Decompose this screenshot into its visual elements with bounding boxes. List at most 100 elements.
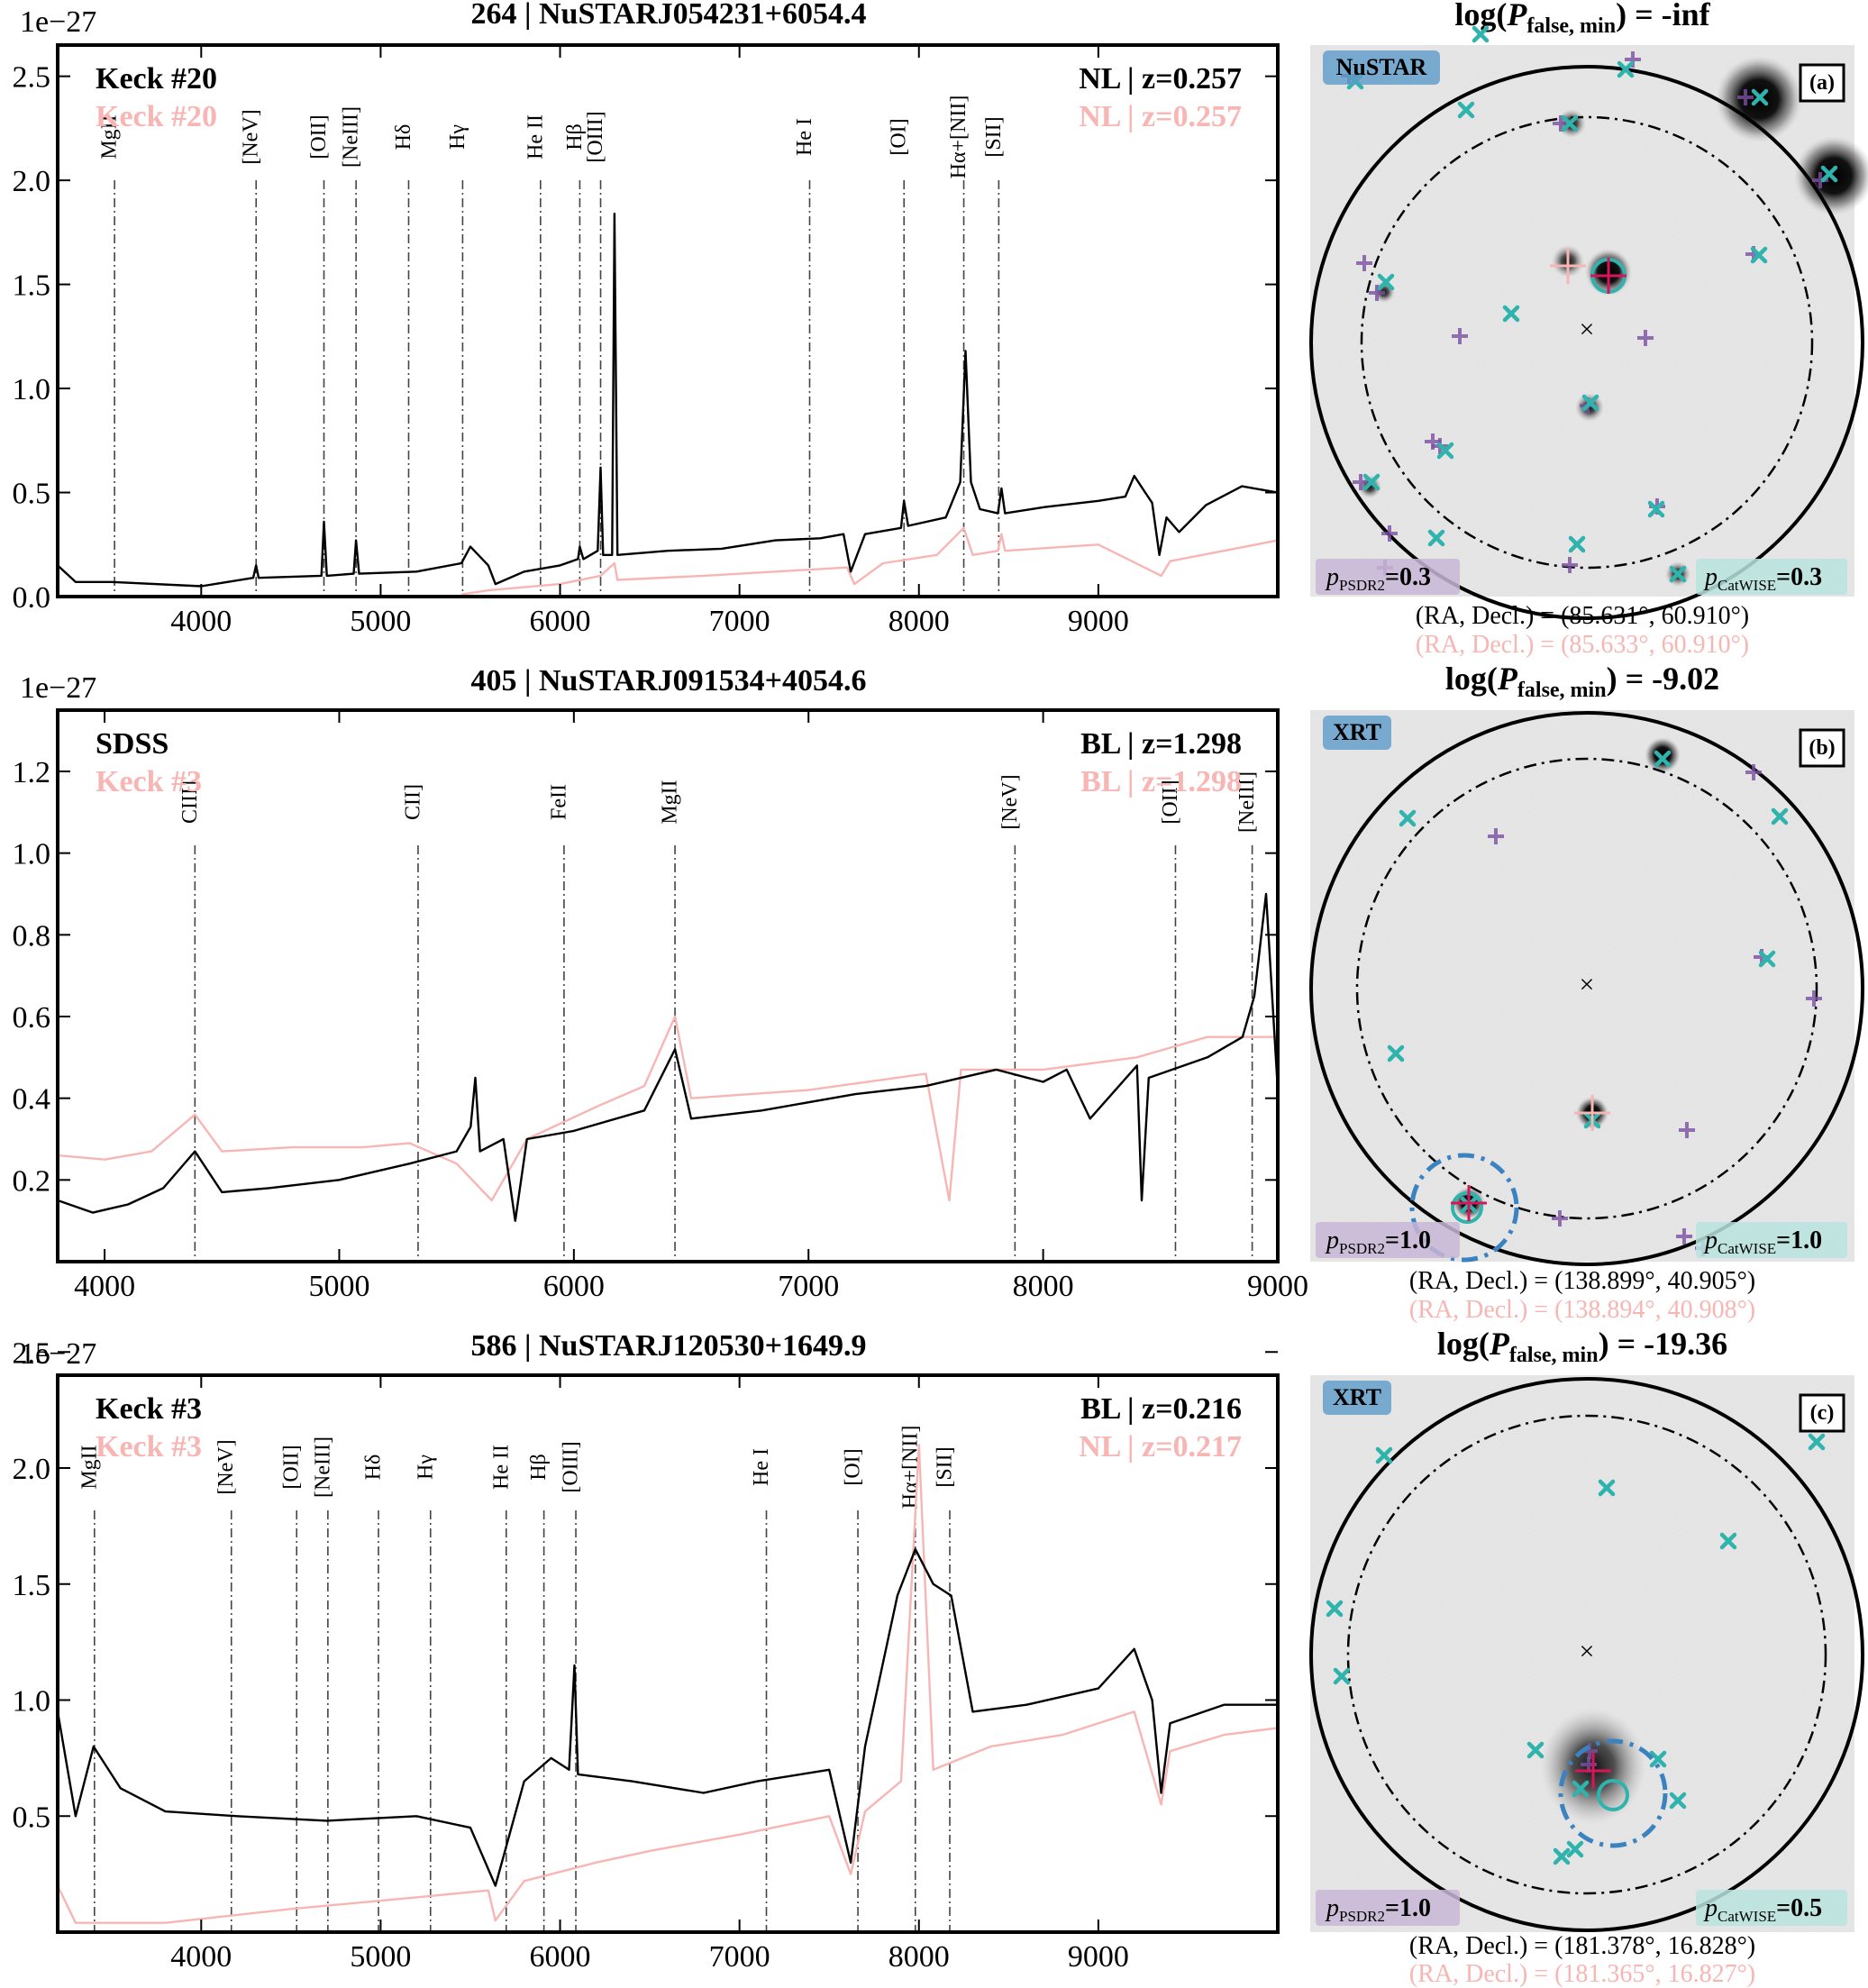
y-tick-label: 2.5 bbox=[13, 61, 51, 95]
catwise-prob: pCatWISE=1.0 bbox=[1703, 1227, 1822, 1257]
y-tick-label: 1.0 bbox=[13, 373, 51, 406]
psdr2-source-marker bbox=[1679, 1122, 1695, 1138]
x-tick-label: 4000 bbox=[170, 605, 232, 638]
line-label: FeII bbox=[547, 784, 570, 820]
catwise-prob: pCatWISE=0.5 bbox=[1703, 1894, 1822, 1925]
line-label: MgII bbox=[98, 114, 122, 159]
line-label: [NeIII] bbox=[311, 1436, 334, 1498]
image-noise bbox=[1310, 710, 1854, 1262]
spec-source-black: SDSS bbox=[96, 727, 169, 761]
catwise-source-marker bbox=[1333, 1667, 1351, 1685]
line-label: CIII] bbox=[178, 780, 202, 824]
x-tick-label: 5000 bbox=[350, 605, 411, 638]
class-black: BL | z=1.298 bbox=[1080, 727, 1242, 761]
search-circle bbox=[1309, 1377, 1864, 1932]
instrument-label: XRT bbox=[1333, 1384, 1381, 1410]
position-marker-x: × bbox=[1580, 1637, 1595, 1666]
catwise-source-marker bbox=[1526, 1741, 1545, 1759]
spec-source-pink: Keck #20 bbox=[96, 100, 217, 133]
error-circle bbox=[1346, 1414, 1827, 1895]
psdr2-source-marker bbox=[1369, 285, 1385, 301]
line-label: Hδ bbox=[392, 124, 415, 150]
search-circle bbox=[1309, 711, 1864, 1266]
catwise-source-marker bbox=[1572, 1780, 1590, 1798]
y-tick-label: 1.5 bbox=[13, 269, 51, 303]
catwise-prob-badge bbox=[1696, 1890, 1847, 1926]
x-tick-label: 8000 bbox=[1013, 1270, 1074, 1303]
line-label: [NeV] bbox=[998, 774, 1022, 829]
coordinates-pink: (RA, Decl.) = (138.894°, 40.908°) bbox=[1409, 1296, 1755, 1324]
instrument-badge bbox=[1323, 50, 1440, 85]
instrument-badge bbox=[1323, 716, 1391, 750]
catwise-source-marker bbox=[1581, 394, 1599, 412]
panel-letter-box bbox=[1799, 1393, 1845, 1433]
pink-crosshair bbox=[1550, 248, 1586, 284]
catwise-source-marker bbox=[1387, 1044, 1405, 1062]
panel-letter-box bbox=[1799, 63, 1845, 103]
counterpart-ellipse bbox=[1558, 1738, 1668, 1848]
panel-letter: (a) bbox=[1809, 71, 1835, 95]
y-tick-label: 1.0 bbox=[13, 1685, 51, 1719]
line-label: Hβ bbox=[527, 1454, 551, 1481]
psdr2-source-marker bbox=[1637, 330, 1654, 346]
line-label: [OI] bbox=[888, 118, 911, 155]
plot-frame bbox=[56, 708, 1280, 1263]
panel-letter: (c) bbox=[1810, 1401, 1835, 1425]
catwise-match-circle bbox=[1451, 1191, 1483, 1224]
catwise-source-marker bbox=[1553, 1847, 1571, 1865]
psdr2-source-marker bbox=[1553, 115, 1569, 132]
catwise-source-marker bbox=[1771, 807, 1789, 825]
scale-label: 1e−27 bbox=[20, 671, 96, 705]
y-tick-label: 0.8 bbox=[13, 919, 51, 953]
chart-title: 264 | NuSTARJ054231+6054.4 bbox=[471, 0, 867, 31]
image-panel-c: log(Pfalse, min) = -19.36 × XRT (c) pPSD… bbox=[1309, 1326, 1864, 1988]
catwise-source-marker bbox=[1362, 473, 1380, 491]
catwise-source-marker bbox=[1598, 1479, 1616, 1497]
psdr2-source-marker bbox=[1806, 990, 1822, 1007]
position-marker-x: × bbox=[1580, 970, 1595, 999]
line-label: Hα+[NII] bbox=[947, 96, 970, 179]
line-label: [OI] bbox=[842, 1448, 865, 1485]
spectrum-chart-405: 1e−27 405 | NuSTARJ091534+4054.6 CIII] CI… bbox=[13, 664, 1309, 1303]
catwise-source-marker bbox=[1758, 950, 1776, 968]
panel-title: log(Pfalse, min) = -19.36 bbox=[1437, 1326, 1727, 1367]
psdr2-prob-badge bbox=[1316, 1222, 1460, 1258]
class-pink: NL | z=0.257 bbox=[1079, 100, 1242, 133]
psdr2-prob-badge bbox=[1316, 559, 1460, 595]
line-label: [SII] bbox=[934, 1446, 957, 1487]
catwise-source-marker bbox=[1669, 1792, 1687, 1810]
line-label: [OII] bbox=[307, 114, 331, 159]
pink-crosshair bbox=[1574, 1095, 1610, 1131]
line-label: MgII bbox=[77, 1445, 101, 1489]
psdr2-source-marker bbox=[1676, 1228, 1692, 1245]
instrument-badge bbox=[1323, 1381, 1391, 1415]
x-tick-label: 6000 bbox=[530, 1940, 591, 1974]
x-tick-label: 7000 bbox=[709, 1940, 770, 1974]
spec-source-black: Keck #20 bbox=[96, 62, 217, 96]
line-label: He II bbox=[489, 1445, 513, 1490]
catwise-match-circle bbox=[1597, 1779, 1629, 1811]
chart-title: 586 | NuSTARJ120530+1649.9 bbox=[471, 1329, 867, 1363]
psdr2-source-marker bbox=[1552, 1210, 1568, 1227]
catwise-prob-badge bbox=[1696, 559, 1847, 595]
psdr2-source-marker bbox=[1488, 828, 1504, 844]
red-crosshair bbox=[1590, 258, 1627, 294]
spectrum-pink bbox=[460, 526, 1279, 596]
line-label: [NeV] bbox=[240, 109, 263, 164]
catwise-source-marker bbox=[1561, 114, 1579, 132]
psdr2-prob: pPSDR2=0.3 bbox=[1325, 563, 1431, 594]
image-panel-b: log(Pfalse, min) = -9.02 × XRT (b) pPSDR… bbox=[1309, 661, 1864, 1324]
line-label: He I bbox=[793, 118, 816, 156]
coordinates-black: (RA, Decl.) = (138.899°, 40.905°) bbox=[1409, 1267, 1755, 1295]
x-tick-label: 7000 bbox=[709, 605, 770, 638]
line-label: [OIII] bbox=[560, 1441, 583, 1492]
catwise-source-marker bbox=[1669, 565, 1687, 583]
instrument-label: NuSTAR bbox=[1336, 54, 1427, 80]
x-tick-label: 8000 bbox=[888, 1940, 950, 1974]
catwise-source-marker bbox=[1377, 273, 1395, 291]
catwise-source-marker bbox=[1375, 1446, 1393, 1464]
x-tick-label: 9000 bbox=[1068, 1940, 1129, 1974]
coordinates-pink: (RA, Decl.) = (181.365°, 16.827°) bbox=[1409, 1960, 1755, 1988]
line-label: He II bbox=[524, 114, 547, 160]
psdr2-source-marker bbox=[1353, 474, 1369, 490]
